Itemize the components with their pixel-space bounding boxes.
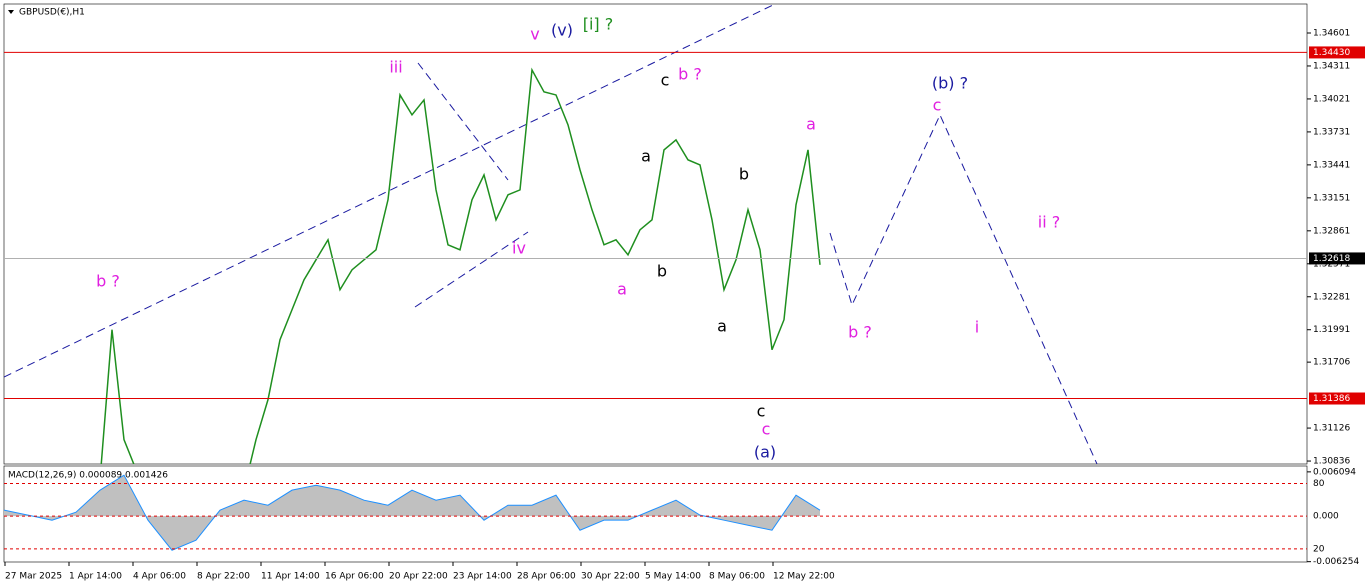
x-tick-label: 12 May 22:00 — [773, 572, 835, 582]
wave-label: a — [806, 115, 816, 134]
x-tick-label: 16 Apr 06:00 — [325, 572, 384, 582]
macd-area — [4, 475, 820, 551]
macd-tick-label: 0.006094 — [1313, 467, 1356, 477]
x-tick-label: 8 May 06:00 — [709, 572, 765, 582]
y-tick-label: 1.34021 — [1313, 94, 1350, 104]
wave-label: (a) — [754, 443, 776, 462]
macd-tick-label: -0.006254 — [1313, 557, 1359, 567]
current-price-label: 1.32618 — [1313, 254, 1350, 264]
wave-label: b ? — [848, 323, 872, 342]
trend-lines — [4, 4, 1098, 464]
wave-label: b — [657, 262, 667, 281]
y-tick-label: 1.33731 — [1313, 127, 1350, 137]
x-tick-label: 8 Apr 22:00 — [197, 572, 250, 582]
wave-label: [i] ? — [583, 15, 614, 34]
wave-label: ii ? — [1038, 213, 1060, 232]
x-tick-label: 5 May 14:00 — [645, 572, 701, 582]
chart-title: GBPUSD(€),H1 — [19, 8, 85, 18]
menu-arrow — [8, 10, 14, 14]
y-tick-label: 1.31126 — [1313, 424, 1350, 434]
wave-label: iv — [512, 239, 526, 258]
level-label: 1.34430 — [1313, 48, 1350, 58]
y-tick-label: 1.30836 — [1313, 457, 1350, 467]
y-tick-label: 1.33441 — [1313, 160, 1350, 170]
x-tick-label: 28 Apr 06:00 — [517, 572, 576, 582]
wave-label: b ? — [96, 272, 120, 291]
x-tick-label: 27 Mar 2025 — [5, 572, 62, 582]
macd-tick-label: 0.000 — [1313, 512, 1339, 522]
wave-label: c — [762, 420, 771, 439]
wave-label: a — [641, 147, 651, 166]
wave-label: a — [617, 280, 627, 299]
wave-label: v — [530, 25, 539, 44]
y-tick-label: 1.32861 — [1313, 226, 1350, 236]
y-tick-label: 1.31706 — [1313, 358, 1350, 368]
y-tick-label: 1.34311 — [1313, 61, 1350, 71]
y-tick-label: 1.31991 — [1313, 325, 1350, 335]
price-line — [100, 67, 821, 464]
wave-label: c — [933, 96, 942, 115]
macd-tick-label: 20 — [1313, 544, 1325, 554]
x-tick-label: 4 Apr 06:00 — [133, 572, 186, 582]
wave-label: b ? — [678, 65, 702, 84]
wave-label: c — [661, 71, 670, 90]
wave-label: b — [739, 165, 749, 184]
wave-label: i — [975, 318, 979, 337]
x-tick-label: 23 Apr 14:00 — [453, 572, 512, 582]
wave-label: iii — [389, 58, 402, 77]
y-tick-label: 1.34601 — [1313, 28, 1350, 38]
main-frame — [3, 3, 1308, 465]
macd-title: MACD(12,26,9) 0.000089 0.001426 — [8, 471, 168, 481]
x-tick-label: 1 Apr 14:00 — [69, 572, 122, 582]
current-price-tag — [1309, 252, 1365, 265]
x-tick-label: 20 Apr 22:00 — [389, 572, 448, 582]
wave-label: (v) — [551, 21, 573, 40]
wave-label: c — [757, 402, 766, 421]
level-tag — [1309, 46, 1365, 59]
wave-label: a — [717, 317, 727, 336]
macd-tick-label: 80 — [1313, 479, 1325, 489]
x-tick-label: 11 Apr 14:00 — [261, 572, 320, 582]
macd-line — [4, 474, 821, 551]
wave-label: (b) ? — [932, 74, 968, 93]
level-tag — [1309, 392, 1365, 405]
x-tick-label: 30 Apr 22:00 — [581, 572, 640, 582]
y-tick-label: 1.33151 — [1313, 193, 1350, 203]
y-tick-label: 1.32281 — [1313, 292, 1350, 302]
level-label: 1.31386 — [1313, 394, 1350, 404]
